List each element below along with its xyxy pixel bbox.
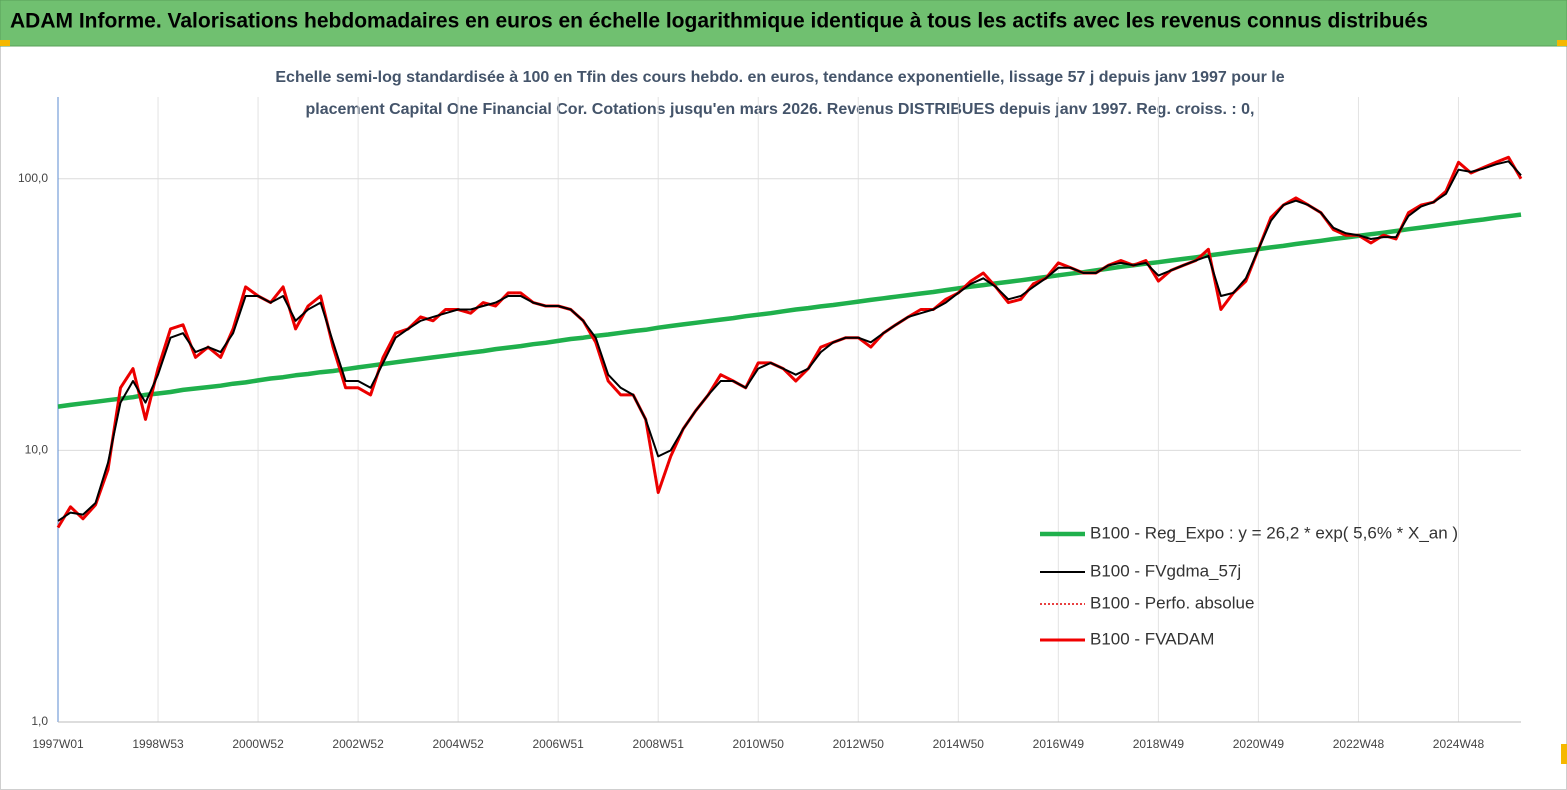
x-tick-label: 1998W53 xyxy=(132,737,184,751)
x-tick-label: 1997W01 xyxy=(32,737,84,751)
series-line xyxy=(57,160,1522,522)
x-tick-label: 2010W50 xyxy=(733,737,785,751)
corner-mark xyxy=(0,40,10,46)
corner-mark xyxy=(1557,40,1567,46)
chart-subtitle: Echelle semi-log standardisée à 100 en T… xyxy=(275,69,1284,86)
chart-subtitle: placement Capital One Financial Cor. Cot… xyxy=(306,101,1255,118)
chart-title: ADAM Informe. Valorisations hebdomadaire… xyxy=(10,10,1428,33)
x-tick-label: 2020W49 xyxy=(1233,737,1285,751)
x-tick-label: 2016W49 xyxy=(1033,737,1085,751)
legend-label: B100 - Perfo. absolue xyxy=(1090,593,1254,612)
x-tick-label: 2018W49 xyxy=(1133,737,1185,751)
x-tick-label: 2004W52 xyxy=(432,737,484,751)
corner-mark xyxy=(1561,744,1567,764)
x-tick-label: 2024W48 xyxy=(1433,737,1485,751)
series-line xyxy=(56,155,1523,529)
y-tick-label: 100,0 xyxy=(18,171,48,185)
x-tick-label: 2002W52 xyxy=(332,737,384,751)
x-tick-label: 2014W50 xyxy=(933,737,985,751)
x-tick-label: 2008W51 xyxy=(633,737,685,751)
header-bar xyxy=(0,0,1567,47)
x-tick-label: 2012W50 xyxy=(833,737,885,751)
x-tick-label: 2000W52 xyxy=(232,737,284,751)
y-tick-label: 1,0 xyxy=(31,714,48,728)
x-tick-label: 2006W51 xyxy=(532,737,584,751)
series-line xyxy=(57,212,1522,409)
y-tick-label: 10,0 xyxy=(25,443,49,457)
x-tick-label: 2022W48 xyxy=(1333,737,1385,751)
legend-label: B100 - FVADAM xyxy=(1090,629,1214,648)
legend-label: B100 - FVgdma_57j xyxy=(1090,561,1241,580)
legend-label: B100 - Reg_Expo : y = 26,2 * exp( 5,6% *… xyxy=(1090,523,1458,542)
